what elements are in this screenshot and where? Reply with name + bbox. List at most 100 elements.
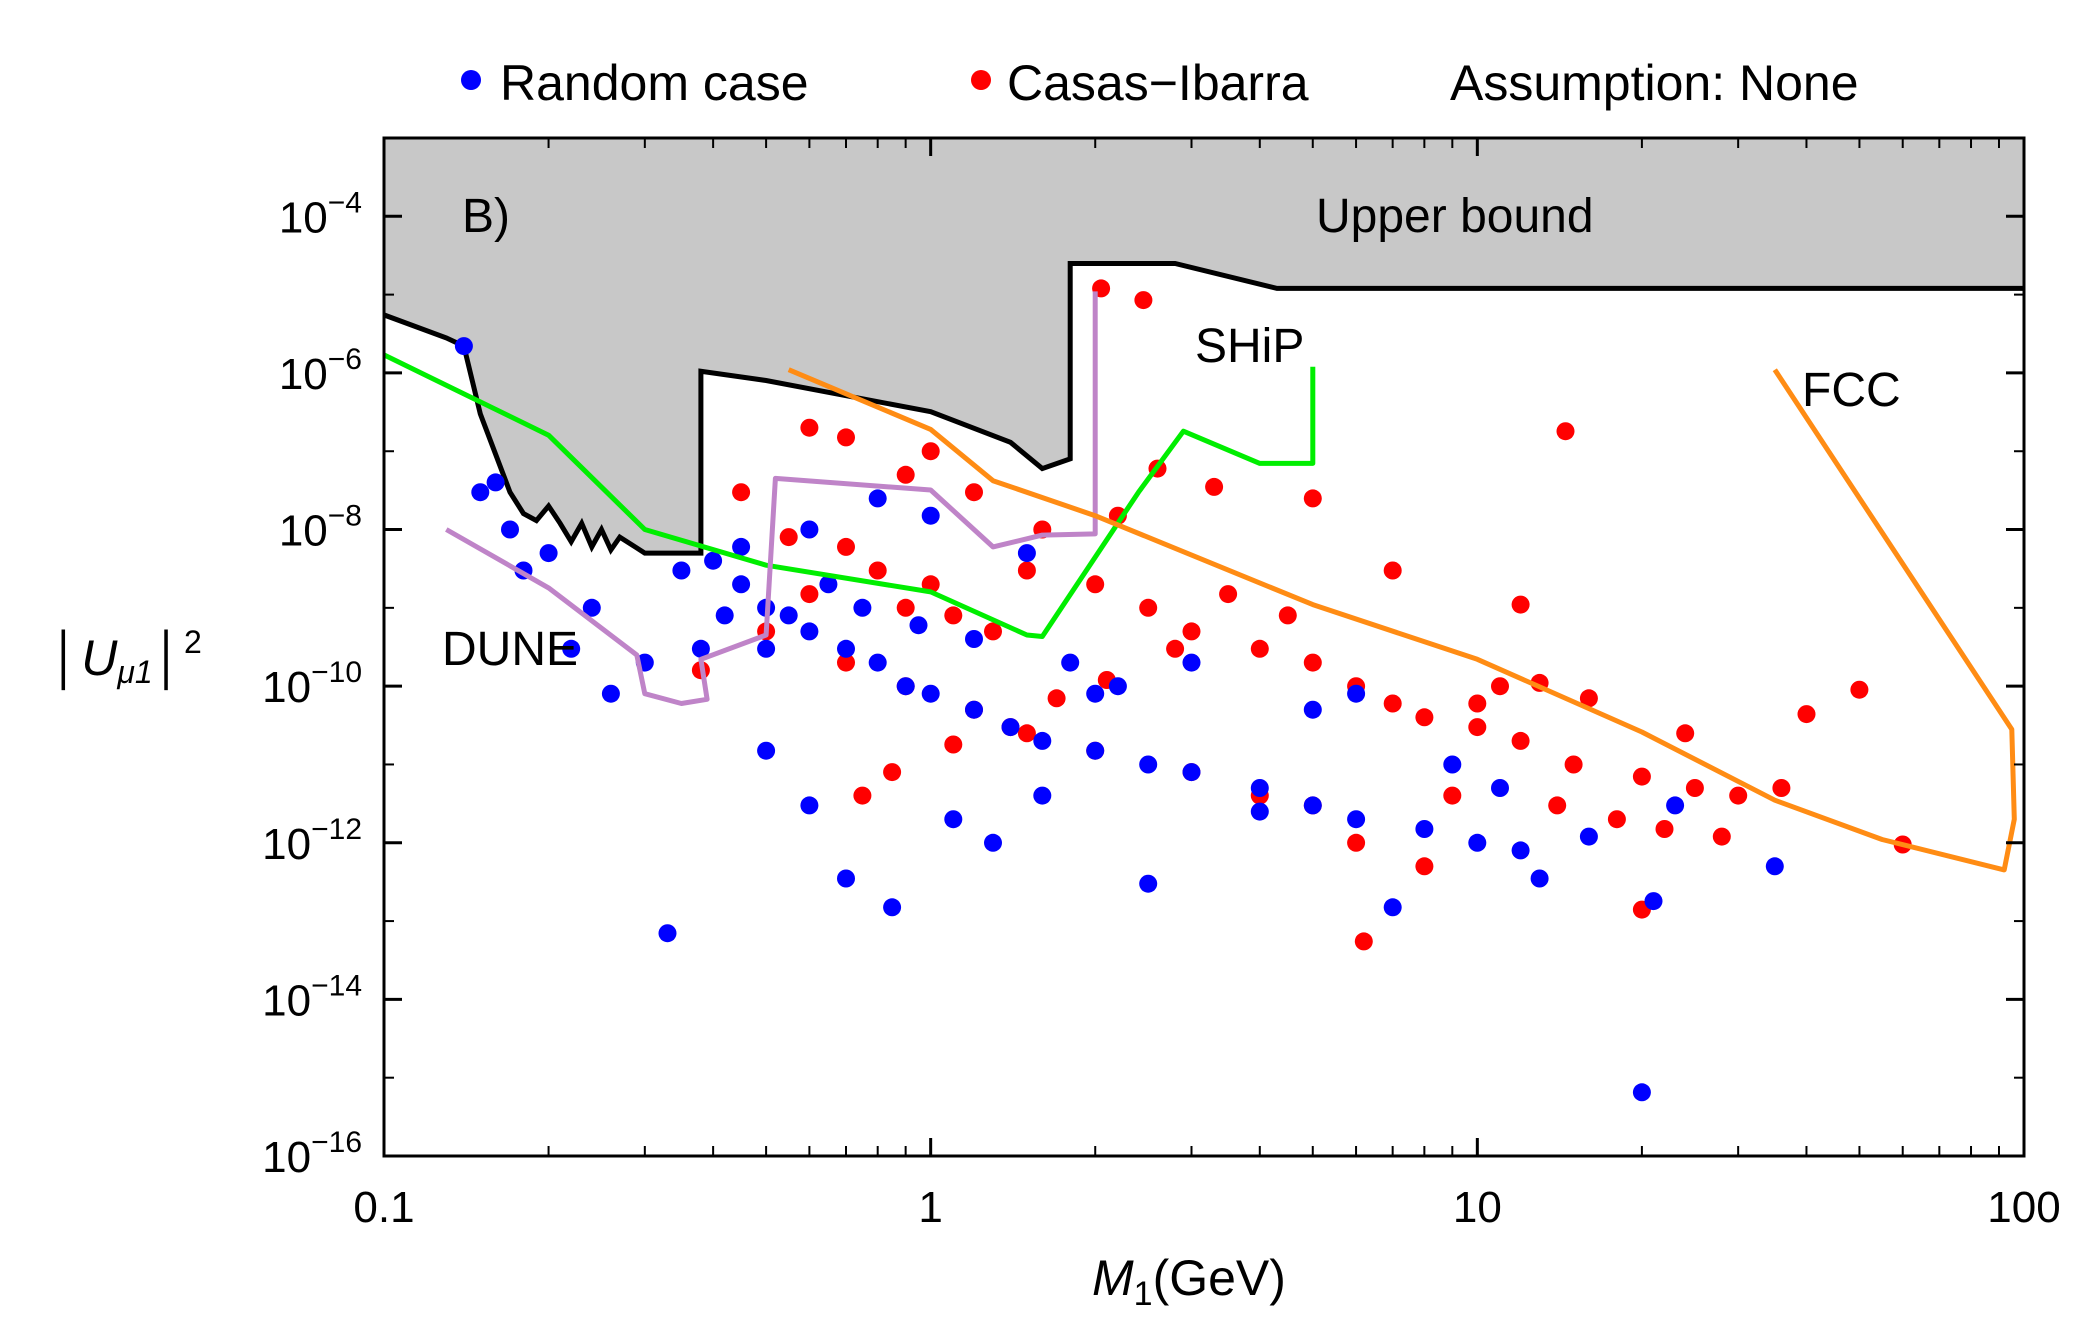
- casas-point: [984, 622, 1002, 641]
- random-point: [800, 622, 819, 641]
- casas-point: [965, 483, 983, 502]
- casas-point: [1415, 708, 1434, 727]
- random-point: [454, 337, 473, 356]
- casas-point: [1347, 833, 1366, 852]
- casas-point: [1548, 796, 1567, 815]
- casas-point: [1676, 724, 1695, 743]
- casas-point: [868, 561, 887, 580]
- casas-point: [1134, 291, 1153, 310]
- casas-point: [1182, 622, 1201, 641]
- plot-area: [384, 138, 2024, 1102]
- legend-label-random: Random case: [500, 55, 809, 111]
- random-point: [1139, 874, 1158, 893]
- upper-bound-line: [384, 261, 2024, 556]
- casas-point: [1632, 767, 1651, 786]
- casas-point: [732, 483, 751, 502]
- random-point: [1443, 755, 1462, 774]
- upper-bound-label: Upper bound: [1316, 190, 1594, 243]
- casas-point: [1383, 561, 1402, 580]
- casas-point: [944, 735, 963, 754]
- random-point: [757, 639, 776, 658]
- random-point: [800, 796, 819, 815]
- random-point: [471, 483, 490, 502]
- casas-point: [1607, 810, 1626, 829]
- y-axis-title: |U_{μ1}|^2 │Uμ1│2: [50, 624, 202, 691]
- random-point: [501, 520, 519, 539]
- random-point: [1250, 802, 1269, 821]
- y-tick-label: 10−8: [279, 500, 362, 556]
- random-point: [691, 639, 710, 658]
- ship-curve: [384, 352, 1316, 639]
- random-point: [944, 810, 963, 829]
- casas-point: [1511, 731, 1530, 750]
- y-tick-label: 10−4: [279, 186, 362, 242]
- random-point: [486, 473, 505, 492]
- random-point: [1347, 810, 1366, 829]
- casas-point: [1047, 689, 1066, 708]
- casas-point: [800, 418, 819, 437]
- random-point: [757, 741, 776, 760]
- random-point: [1033, 786, 1052, 805]
- casas-point: [1354, 932, 1373, 951]
- x-tick-label: 0.1: [353, 1183, 414, 1232]
- casas-point: [1579, 689, 1598, 708]
- random-point: [921, 506, 940, 525]
- axis-ticks: 0.1 1 10 100 10−16 10−14 10−12 10−10 10−8 10−6 10−…: [262, 137, 2061, 1232]
- casas-point: [896, 598, 915, 617]
- random-point: [539, 544, 558, 563]
- random-point: [1468, 833, 1487, 852]
- random-point: [800, 520, 819, 539]
- random-point: [658, 924, 677, 943]
- random-point: [909, 616, 928, 635]
- random-point: [984, 833, 1002, 852]
- random-point: [965, 630, 983, 648]
- ship-label: SHiP: [1195, 320, 1304, 373]
- legend-note-assumption: Assumption: None: [1450, 55, 1859, 111]
- panel-label: B): [462, 190, 510, 243]
- random-point: [1182, 763, 1201, 782]
- casas-point: [944, 606, 963, 625]
- casas-point: [1278, 606, 1297, 625]
- random-point: [715, 606, 734, 625]
- x-tick-label: 100: [1987, 1183, 2060, 1232]
- casas-point: [1017, 724, 1036, 743]
- random-point: [819, 575, 838, 594]
- dune-label: DUNE: [442, 623, 578, 676]
- casas-point: [1729, 786, 1748, 805]
- random-point: [1061, 653, 1080, 672]
- random-point: [921, 684, 940, 703]
- casas-point: [896, 465, 915, 484]
- casas-point: [1850, 680, 1869, 699]
- casas-point: [853, 786, 872, 805]
- random-point: [1644, 892, 1663, 911]
- y-tick-label: 10−12: [262, 813, 362, 869]
- random-point: [1511, 841, 1530, 860]
- random-point: [1139, 755, 1158, 774]
- random-point: [1491, 779, 1509, 797]
- casas-point: [1655, 820, 1674, 838]
- casas-point: [1086, 575, 1105, 594]
- random-point: [601, 684, 620, 703]
- random-point: [1765, 857, 1784, 876]
- casas-point: [1219, 585, 1238, 604]
- random-point: [779, 606, 798, 625]
- random-point: [1666, 796, 1685, 815]
- y-tick-label: 10−10: [262, 656, 362, 712]
- casas-point: [921, 442, 940, 461]
- random-point: [837, 869, 855, 888]
- casas-point: [837, 428, 855, 447]
- random-point: [883, 898, 902, 917]
- fcc-curve: [787, 367, 2017, 873]
- casas-point: [1468, 718, 1487, 737]
- svg-text:M1(GeV): M1(GeV): [1092, 1250, 1286, 1313]
- random-point: [1108, 677, 1127, 696]
- random-point: [672, 561, 691, 580]
- y-tick-label: 10−6: [279, 343, 362, 399]
- casas-point: [1511, 595, 1530, 614]
- casas-point: [837, 537, 855, 556]
- random-point: [868, 653, 887, 672]
- random-point: [1017, 544, 1036, 563]
- random-point: [1415, 820, 1434, 838]
- random-point: [582, 598, 601, 617]
